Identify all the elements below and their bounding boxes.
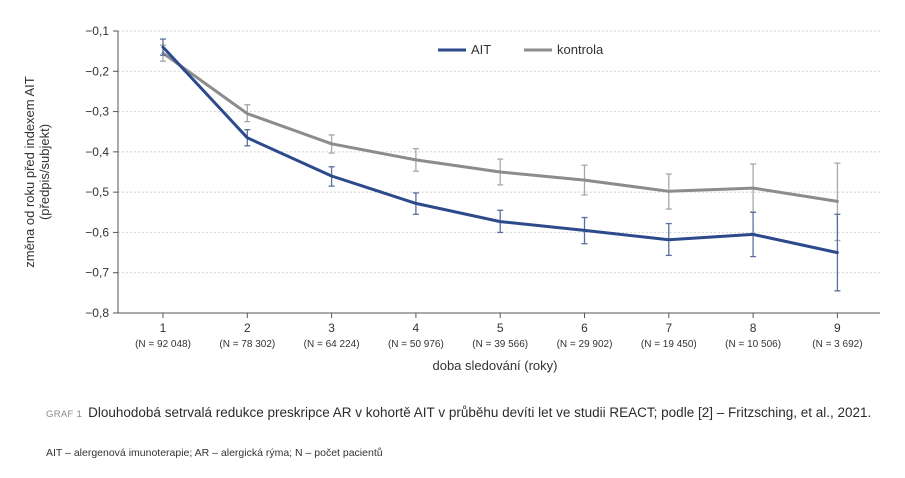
- x-tick-n-label: (N = 78 302): [219, 339, 275, 350]
- series-lines: [160, 38, 841, 292]
- x-tick-n-label: (N = 92 048): [135, 339, 191, 350]
- x-tick-label: 8: [750, 321, 757, 335]
- line-chart: −0,1 −0,2 −0,3 −0,4 −0,5 −0,6 −0,7 −0,8 1 (N = 9…: [22, 24, 880, 373]
- x-tick-label: 3: [328, 321, 335, 335]
- caption-label: GRAF 1: [46, 409, 83, 420]
- x-tick-n-label: (N = 64 224): [304, 339, 360, 350]
- y-tick-label: −0,2: [85, 64, 109, 78]
- y-tick-labels: −0,1 −0,2 −0,3 −0,4 −0,5 −0,6 −0,7 −0,8: [85, 24, 109, 320]
- y-tick-label: −0,7: [85, 266, 109, 280]
- x-tick-n-label: (N = 19 450): [641, 339, 697, 350]
- x-tick-n-label: (N = 3 692): [812, 339, 862, 350]
- y-tick-label: −0,5: [85, 185, 109, 199]
- abbreviations-footnote: AIT – alergenová imunoterapie; AR – aler…: [46, 447, 383, 459]
- series-line-kontrola: [161, 51, 839, 203]
- x-tick-label: 9: [834, 321, 841, 335]
- x-tick-n-label: (N = 50 976): [388, 339, 444, 350]
- x-tick-label: 7: [665, 321, 672, 335]
- x-tick-n-label: (N = 10 506): [725, 339, 781, 350]
- x-tick-label: 5: [497, 321, 504, 335]
- axes: [113, 30, 880, 318]
- y-tick-label: −0,4: [85, 145, 109, 159]
- x-tick-label: 1: [160, 321, 167, 335]
- x-tick-labels: 1 (N = 92 048) 2 (N = 78 302) 3 (N = 64 224) 4…: [135, 321, 862, 350]
- y-tick-label: −0,8: [85, 306, 109, 320]
- x-tick-label: 6: [581, 321, 588, 335]
- y-axis-title-line1: změna od roku před indexem AIT: [22, 76, 37, 268]
- x-axis-title: doba sledování (roky): [432, 358, 557, 373]
- x-tick-n-label: (N = 29 902): [557, 339, 613, 350]
- x-tick-n-label: (N = 39 566): [472, 339, 528, 350]
- legend: AIT kontrola: [438, 42, 604, 57]
- legend-label-ait: AIT: [471, 42, 491, 57]
- x-tick-label: 4: [413, 321, 420, 335]
- figure-caption: GRAF 1 Dlouhodobá setrvalá redukce preskr…: [46, 403, 896, 424]
- x-tick-label: 2: [244, 321, 251, 335]
- caption-text: Dlouhodobá setrvalá redukce preskripce A…: [88, 405, 872, 420]
- y-tick-label: −0,3: [85, 105, 109, 119]
- y-tick-label: −0,6: [85, 225, 109, 239]
- y-tick-label: −0,1: [85, 24, 109, 38]
- series-line-ait: [161, 45, 839, 255]
- y-axis-title-line2: (předpis/subjekt): [37, 124, 52, 220]
- legend-label-kontrola: kontrola: [557, 42, 604, 57]
